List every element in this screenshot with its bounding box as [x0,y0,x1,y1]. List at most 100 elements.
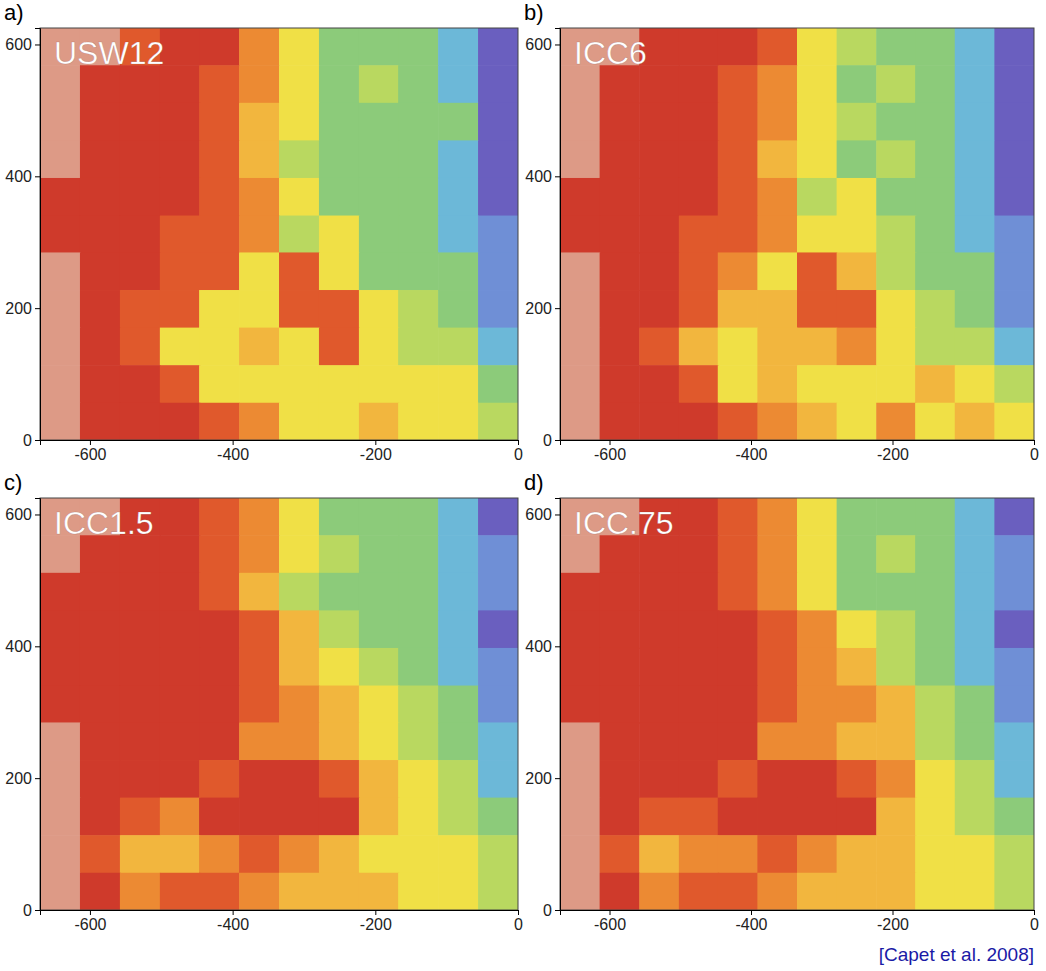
cell [199,103,240,141]
cell [639,403,679,440]
cell [438,535,479,573]
tick-label: 0 [23,902,32,919]
axis-line [35,29,41,441]
cell [199,328,240,366]
cell [915,365,955,403]
cell [600,722,640,760]
cell [679,365,719,403]
cell [679,722,719,760]
cell [120,610,161,648]
cell [797,573,837,611]
cell [239,610,280,648]
tick-mark [375,910,376,915]
cell [955,760,995,798]
cell [40,573,81,611]
cell [955,798,995,836]
cell [679,835,719,873]
cell [199,835,240,873]
cell [600,873,640,910]
cell [837,610,877,648]
tick-mark [555,514,560,515]
tick-label: 600 [525,36,552,53]
tick: 400 [5,638,40,655]
cell [837,686,877,724]
cell [718,835,758,873]
x-axis: -600-400-2000 [561,910,1040,933]
cell [718,28,758,66]
panel-title: ICC.75 [574,505,674,541]
cell [279,252,320,290]
cell [199,28,240,66]
cell [239,835,280,873]
cell [876,65,916,103]
cell [438,573,479,611]
cell [994,760,1034,798]
cell [279,686,320,724]
cell [279,216,320,254]
x-axis: -600-400-2000 [41,910,524,933]
cell [915,403,955,440]
tick-label: -400 [217,916,249,933]
cell [797,873,837,910]
cell [160,140,201,178]
cell [718,328,758,366]
cell [199,216,240,254]
plot-frame [40,498,518,910]
cell [80,365,121,403]
cell [160,103,201,141]
tick: 200 [525,770,560,787]
panel-title: USW12 [54,35,164,71]
cell [199,573,240,611]
tick-label: 600 [5,506,32,523]
cell [679,686,719,724]
cell [639,103,679,141]
cell [478,798,518,836]
cell [359,178,400,216]
cell [955,140,995,178]
tick-mark [893,440,894,445]
cell [40,328,81,366]
tick-mark [375,440,376,445]
cell [239,798,280,836]
cell [955,648,995,686]
cell [757,28,797,66]
cell [876,28,916,66]
cell [797,722,837,760]
cell [718,290,758,328]
cell [876,722,916,760]
cell [718,498,758,536]
cell [438,178,479,216]
cell [560,103,600,141]
cell [915,686,955,724]
cell [837,498,877,536]
cell [120,290,161,328]
cell [757,365,797,403]
cell [478,103,518,141]
cell [757,610,797,648]
tick: 0 [23,432,40,449]
cell [279,835,320,873]
cell [80,648,121,686]
cell [797,290,837,328]
cell [120,140,161,178]
panel: -600-400-20000200400600c)ICC1.5 [4,470,523,933]
cell [797,610,837,648]
cell [80,760,121,798]
tick: 400 [525,638,560,655]
cell [80,722,121,760]
tick: 600 [525,36,560,53]
axis-line [41,911,519,916]
cell [40,610,81,648]
cell [359,535,400,573]
tick-mark [751,440,752,445]
cell [120,722,161,760]
cell [438,686,479,724]
x-axis: -600-400-2000 [561,440,1040,463]
cell [837,722,877,760]
cell [639,648,679,686]
cell [955,873,995,910]
cell [679,103,719,141]
cell [160,216,201,254]
cell [199,760,240,798]
cell [120,178,161,216]
